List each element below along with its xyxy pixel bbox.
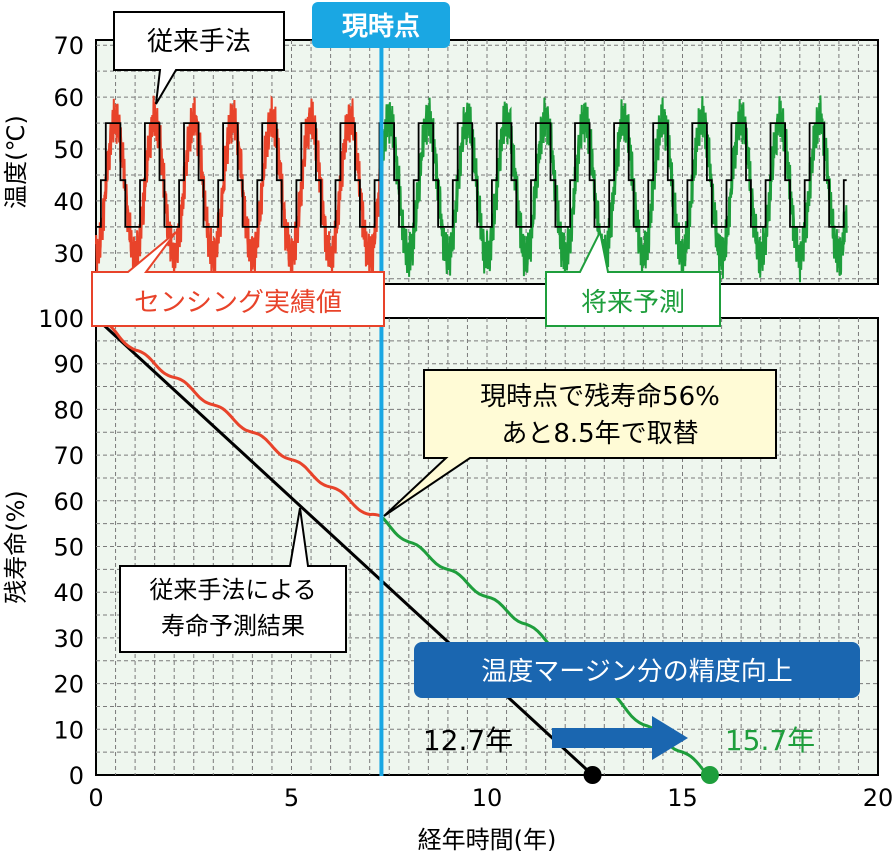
x-tick-label: 15 bbox=[667, 784, 698, 812]
conventional-label: 従来手法 bbox=[147, 27, 251, 57]
x-tick-label: 20 bbox=[863, 784, 894, 812]
improvement-arrow bbox=[552, 716, 688, 760]
endpoint-marker bbox=[700, 766, 719, 784]
forecast-label: 将来予測 bbox=[581, 288, 685, 318]
y-tick-label: 30 bbox=[53, 240, 84, 268]
x-tick-label: 0 bbox=[88, 784, 103, 812]
y-tick-label: 10 bbox=[53, 716, 84, 744]
y-tick-label: 70 bbox=[53, 32, 84, 60]
forecast-callout: 将来予測 bbox=[545, 228, 721, 327]
improvement-text: 温度マージン分の精度向上 bbox=[481, 657, 792, 687]
y-tick-label: 70 bbox=[53, 442, 84, 470]
sensing-series-line bbox=[95, 95, 383, 282]
life-x-ticks: 0 5 10 15 20 bbox=[88, 784, 893, 812]
y-tick-label: 80 bbox=[53, 396, 84, 424]
sensing-callout: センシング実績値 bbox=[91, 231, 385, 327]
life-y-ticks: 0 10 20 30 40 50 60 70 80 90 100 bbox=[38, 305, 84, 790]
improvement-banner: 温度マージン分の精度向上 bbox=[414, 642, 860, 698]
y-tick-label: 60 bbox=[53, 84, 84, 112]
forecast-endpoint-label: 15.7年 bbox=[725, 724, 815, 757]
conventional-result-text-2: 寿命予測結果 bbox=[161, 612, 305, 640]
sensing-label: センシング実績値 bbox=[134, 288, 342, 318]
conventional-series-line bbox=[96, 122, 847, 228]
y-tick-label: 40 bbox=[53, 188, 84, 216]
y-tick-label: 0 bbox=[69, 762, 84, 790]
now-label: 現時点 bbox=[342, 11, 420, 42]
current-point-callout: 現時点で残寿命56% あと8.5年で取替 bbox=[383, 369, 777, 517]
x-axis-label: 経年時間(年) bbox=[418, 826, 557, 854]
y-tick-label: 50 bbox=[53, 136, 84, 164]
life-series-line bbox=[95, 316, 383, 518]
life-y-axis-label: 残寿命(%) bbox=[2, 490, 30, 604]
x-tick-label: 10 bbox=[472, 784, 503, 812]
y-tick-label: 50 bbox=[53, 534, 84, 562]
endpoint-marker bbox=[583, 766, 602, 784]
y-tick-label: 60 bbox=[53, 488, 84, 516]
y-tick-label: 100 bbox=[38, 305, 84, 333]
current-point-text-1: 現時点で残寿命56% bbox=[480, 382, 720, 412]
y-tick-label: 20 bbox=[53, 671, 84, 699]
conventional-callout: 従来手法 bbox=[113, 11, 285, 105]
y-tick-label: 90 bbox=[53, 351, 84, 379]
temperature-series bbox=[95, 95, 848, 283]
x-tick-label: 5 bbox=[284, 784, 299, 812]
conventional-endpoint-label: 12.7年 bbox=[423, 724, 513, 757]
current-point-text-2: あと8.5年で取替 bbox=[501, 419, 698, 449]
life-series-line bbox=[94, 316, 594, 777]
temperature-y-axis-label: 温度(℃) bbox=[2, 115, 30, 209]
y-tick-label: 40 bbox=[53, 579, 84, 607]
temperature-y-ticks: 30 40 50 60 70 bbox=[53, 32, 84, 268]
now-label-box: 現時点 bbox=[312, 2, 450, 48]
conventional-result-callout: 従来手法による 寿命予測結果 bbox=[119, 507, 347, 653]
forecast-series-line bbox=[380, 95, 848, 283]
conventional-result-text-1: 従来手法による bbox=[149, 576, 316, 604]
endpoints bbox=[583, 766, 719, 784]
y-tick-label: 30 bbox=[53, 625, 84, 653]
